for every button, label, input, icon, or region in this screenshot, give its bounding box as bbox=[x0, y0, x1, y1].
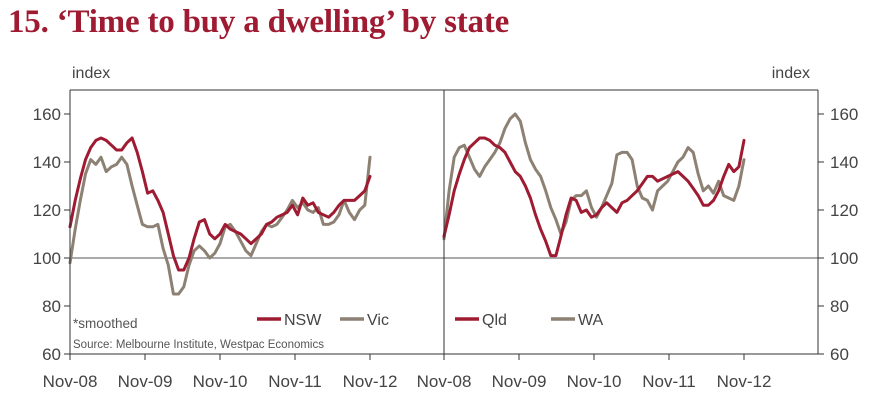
left-y-tick-label: 80 bbox=[42, 297, 61, 316]
x-tick-label: Nov-11 bbox=[268, 372, 322, 391]
x-tick-label: Nov-08 bbox=[417, 372, 472, 391]
left-y-tick-label: 160 bbox=[33, 105, 61, 124]
left-y-tick-label: 120 bbox=[33, 201, 61, 220]
x-tick-label: Nov-12 bbox=[343, 372, 398, 391]
x-axis-ticks: Nov-08 Nov-09 Nov-10 Nov-11 Nov-12 Nov-08 Nov-… bbox=[43, 354, 772, 391]
x-tick-label: Nov-08 bbox=[43, 372, 98, 391]
left-y-axis-ticks: 60 80 100 120 140 160 bbox=[33, 105, 70, 364]
series-layer bbox=[68, 112, 746, 296]
right-axis-unit-label: index bbox=[772, 65, 810, 82]
left-y-tick-label: 140 bbox=[33, 153, 61, 172]
right-y-tick-label: 140 bbox=[830, 153, 858, 172]
chart-title: 15. ‘Time to buy a dwelling’ by state bbox=[8, 4, 510, 40]
right-y-tick-label: 80 bbox=[830, 297, 849, 316]
left-y-tick-label: 60 bbox=[42, 345, 61, 364]
left-y-tick-label: 100 bbox=[33, 249, 61, 268]
right-legend: Qld WA bbox=[455, 312, 604, 329]
right-y-tick-label: 120 bbox=[830, 201, 858, 220]
x-tick-label: Nov-09 bbox=[118, 372, 173, 391]
source-note: Source: Melbourne Institute, Westpac Eco… bbox=[73, 339, 324, 351]
legend-label-wa: WA bbox=[578, 312, 604, 329]
right-y-tick-label: 100 bbox=[830, 249, 858, 268]
left-legend: NSW Vic bbox=[257, 312, 389, 329]
x-tick-label: Nov-09 bbox=[492, 372, 547, 391]
x-tick-label: Nov-11 bbox=[642, 372, 696, 391]
right-y-tick-label: 60 bbox=[830, 345, 849, 364]
series-line-nsw bbox=[68, 136, 372, 272]
x-tick-label: Nov-10 bbox=[567, 372, 622, 391]
series-line-vic bbox=[68, 155, 372, 296]
left-axis-unit-label: index bbox=[72, 65, 110, 82]
smoothed-note: *smoothed bbox=[73, 316, 138, 331]
right-y-tick-label: 160 bbox=[830, 105, 858, 124]
legend-label-nsw: NSW bbox=[284, 312, 322, 329]
series-line-wa bbox=[442, 112, 746, 241]
legend-label-vic: Vic bbox=[367, 312, 389, 329]
x-tick-label: Nov-10 bbox=[193, 372, 248, 391]
x-tick-label: Nov-12 bbox=[717, 372, 772, 391]
plot-frame bbox=[69, 89, 819, 355]
series-line-qld bbox=[442, 136, 746, 258]
right-y-axis-ticks: 60 80 100 120 140 160 bbox=[818, 105, 858, 364]
legend-label-qld: Qld bbox=[482, 312, 507, 329]
